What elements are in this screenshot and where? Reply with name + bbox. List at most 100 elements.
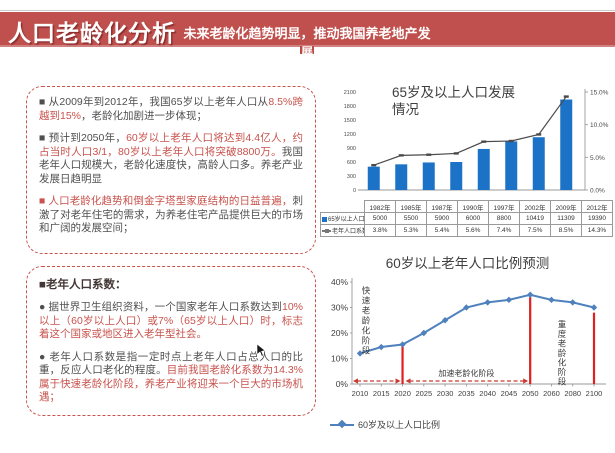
text-segment: 8.5%跨越到15%	[39, 96, 304, 122]
y-axis-tick: 30%	[331, 303, 348, 313]
forecast-marker	[569, 299, 576, 306]
table-value-cell: 6000	[457, 212, 489, 225]
chart2-legend-label: 60岁及以上人口比例	[358, 420, 441, 430]
forecast-line	[359, 293, 595, 355]
y-axis-tick: 40%	[331, 277, 348, 287]
table-year-cell: 1997年	[488, 200, 520, 213]
chart1-data-table: 1982年 1985年 1987年 1990年 1997年 2002年 2009年 2012年…	[320, 200, 613, 237]
population-bar	[505, 141, 518, 190]
forecast-marker	[378, 343, 385, 351]
x-axis-tick: 2050	[522, 389, 539, 398]
table-year-cell: 2012年	[581, 200, 613, 213]
ratio-line	[373, 96, 567, 166]
population-bar	[477, 148, 490, 190]
y-axis-tick: 300	[347, 174, 356, 180]
ratio-marker	[371, 163, 377, 167]
y-axis-tick: 1800	[344, 104, 356, 110]
x-axis-tick: 2030	[437, 389, 454, 398]
text-segment: ● 据世界卫生组织资料，一个国家老年人口系数达到	[39, 301, 282, 313]
table-year-cell: 2002年	[519, 200, 551, 213]
table-value-cell: 11309	[550, 212, 582, 225]
paragraph: ■ 从2009年到2012年，我国65岁以上老年人口从8.5%跨越到15%，老龄…	[39, 96, 303, 123]
text-segment: 10%以上（60岁以上人口）或7%（65岁以上人口）时，标志着这个国家或地区进入…	[39, 301, 303, 340]
ratio-marker	[426, 153, 432, 156]
header-banner: 人口老龄化分析 未来老龄化趋势明显，推动我国养老地产发	[0, 12, 615, 47]
mouse-cursor-icon	[256, 344, 266, 357]
text-segment: 目前我国老龄化系数为14.3%属于快速老龄化阶段，养老产业将迎来一个巨大的市场机…	[39, 364, 304, 403]
table-legend-cell: 65岁以上人口	[320, 212, 365, 225]
x-axis-tick: 2015	[373, 389, 390, 398]
stage-label-rapid-aging: 快速老龄化阶段	[361, 286, 371, 356]
ratio-marker	[536, 133, 542, 136]
x-axis-tick: 2040	[479, 389, 496, 398]
x-axis-tick: 2060	[543, 389, 560, 398]
population-bar	[422, 162, 435, 190]
paragraph: ■ 预计到2050年，60岁以上老年人口将达到4.4亿人，约占当时人口3/1，8…	[39, 132, 303, 186]
table-year-cell: 1985年	[395, 200, 427, 213]
table-value-cell: 5500	[395, 212, 427, 225]
ratio-marker	[563, 95, 569, 98]
forecast-marker	[399, 341, 406, 348]
table-value-cell: 10419	[519, 212, 551, 225]
subtitle-overflow-char: 展	[300, 46, 314, 54]
table-value-cell: 5.4%	[426, 224, 458, 237]
chart2-title: 60岁以上老年人口比例预测	[385, 256, 550, 271]
table-value-cell: 8800	[488, 212, 520, 225]
x-axis-tick: 2010	[352, 389, 369, 398]
right-axis-tick: 5.0%	[590, 155, 605, 162]
table-value-cell: 5000	[364, 212, 396, 225]
text-segment: ● 老年人口系数是指一定时点上老年人口占总人口的比重，反应人口老化的程度。	[39, 350, 303, 377]
coefficient-title: ■老年人口系数：	[39, 279, 127, 291]
chart1-plot: 2100 1800 1500 1200 900 600 300 0 15.0% 10.0% 5.0%…	[344, 89, 609, 195]
table-value-cell: 8.5%	[550, 224, 582, 237]
population-bar	[532, 137, 545, 190]
paragraph: ■ 人口老龄化趋势和倒金字塔型家庭结构的日益普遍，刺激了对老年住宅的需求，为养老…	[39, 195, 303, 236]
table-value-cell: 5900	[426, 212, 458, 225]
table-value-cell: 19390	[581, 212, 613, 225]
ratio-marker	[481, 140, 487, 143]
summary-textbox: ■ 从2009年到2012年，我国65岁以上老年人口从8.5%跨越到15%，老龄…	[26, 86, 316, 254]
text-segment: 60岁以上老年人口将达到4.4亿人，约占当时人口3/1，80岁以上老年人口将突破…	[39, 132, 304, 158]
line-marker-icon	[330, 423, 354, 426]
table-year-cell: 2009年	[550, 200, 582, 213]
line-series-icon	[322, 228, 331, 233]
coefficient-textbox: ■老年人口系数： ● 据世界卫生组织资料，一个国家老年人口系数达到10%以上（6…	[26, 266, 316, 416]
right-axis-tick: 10.0%	[590, 122, 609, 129]
ratio-marker	[453, 152, 459, 155]
x-axis-tick: 2080	[564, 389, 581, 398]
population-bar	[560, 99, 573, 190]
stage-label-severe-aging: 重度老龄化阶段	[557, 320, 567, 387]
y-axis-tick: 20%	[331, 328, 348, 338]
table-value-cell: 5.3%	[395, 224, 427, 237]
table-value-cell: 7.5%	[519, 224, 551, 237]
text-segment: 我国老年人口规模大，老龄化速度快，高龄人口多。养老产业发展日趋明显	[39, 145, 303, 185]
stage-label-accelerating-aging: 加速老龄化阶段	[438, 368, 494, 378]
chart1-title: 65岁及以上人口发展情况	[392, 85, 516, 117]
table-year-cell: 1987年	[426, 200, 458, 213]
forecast-marker	[590, 304, 598, 311]
y-axis-tick: 0	[353, 188, 356, 194]
y-axis-tick: 2100	[344, 90, 356, 96]
table-value-cell: 14.3%	[581, 224, 613, 237]
x-axis-tick: 2020	[394, 389, 411, 398]
table-year-cell: 1982年	[364, 200, 396, 213]
y-axis-tick: 1200	[344, 132, 356, 138]
right-axis-tick: 0.0%	[590, 188, 605, 195]
top-divider	[0, 10, 615, 11]
y-axis-tick: 10%	[331, 354, 348, 364]
text-segment: 刺激了对老年住宅的需求，为养老住宅产品提供巨大的市场和广阔的发展空间；	[39, 195, 303, 234]
ratio-marker	[508, 139, 514, 143]
ratio-marker	[398, 154, 404, 157]
y-axis-tick: 1500	[344, 118, 356, 124]
text-segment: ，老龄化加剧进一步体现；	[81, 109, 208, 122]
forecast-marker	[441, 317, 449, 324]
forecast-marker	[356, 350, 364, 357]
chart-ratio-forecast: 60岁以上老年人口比例预测 40% 30% 20% 10% 0% 2010 2015 2020…	[320, 250, 615, 450]
forecast-marker	[463, 304, 470, 311]
forecast-marker	[420, 329, 428, 337]
forecast-marker	[505, 296, 513, 304]
y-axis-tick: 900	[347, 146, 356, 152]
paragraph: ● 据世界卫生组织资料，一个国家老年人口系数达到10%以上（60岁以上人口）或7…	[39, 301, 303, 342]
forecast-marker	[526, 291, 534, 298]
